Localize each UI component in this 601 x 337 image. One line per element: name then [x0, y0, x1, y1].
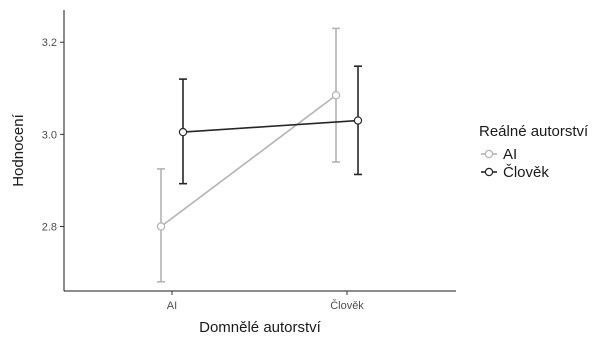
series-člověk: [178, 65, 363, 185]
legend-key-point: [484, 167, 494, 177]
series-ai: [156, 27, 341, 283]
plot-area: [156, 27, 363, 283]
legend-key-člověk: [481, 167, 497, 177]
data-point: [178, 127, 188, 137]
data-point: [156, 222, 166, 231]
legend-title: Reálné autorství: [479, 123, 589, 140]
series-line: [182, 119, 359, 133]
y-tick-label: 3.2: [42, 37, 57, 49]
x-ticks: AI Člověk: [167, 291, 364, 312]
legend-key-ai: [481, 149, 497, 159]
y-ticks: 2.8 3.0 3.2: [42, 37, 64, 234]
legend-label: AI: [503, 146, 517, 163]
y-axis-title: Hodnocení: [10, 113, 27, 186]
data-point: [353, 116, 363, 125]
x-tick-label: AI: [167, 300, 177, 312]
legend-key-point: [484, 149, 494, 159]
series-line: [160, 94, 337, 228]
y-tick-label: 3.0: [42, 129, 57, 141]
x-axis-title: Domnělé autorství: [199, 319, 322, 336]
legend-label: Člověk: [503, 164, 549, 181]
y-tick-label: 2.8: [42, 222, 57, 234]
data-point: [331, 91, 341, 100]
x-tick-label: Člověk: [330, 299, 364, 312]
